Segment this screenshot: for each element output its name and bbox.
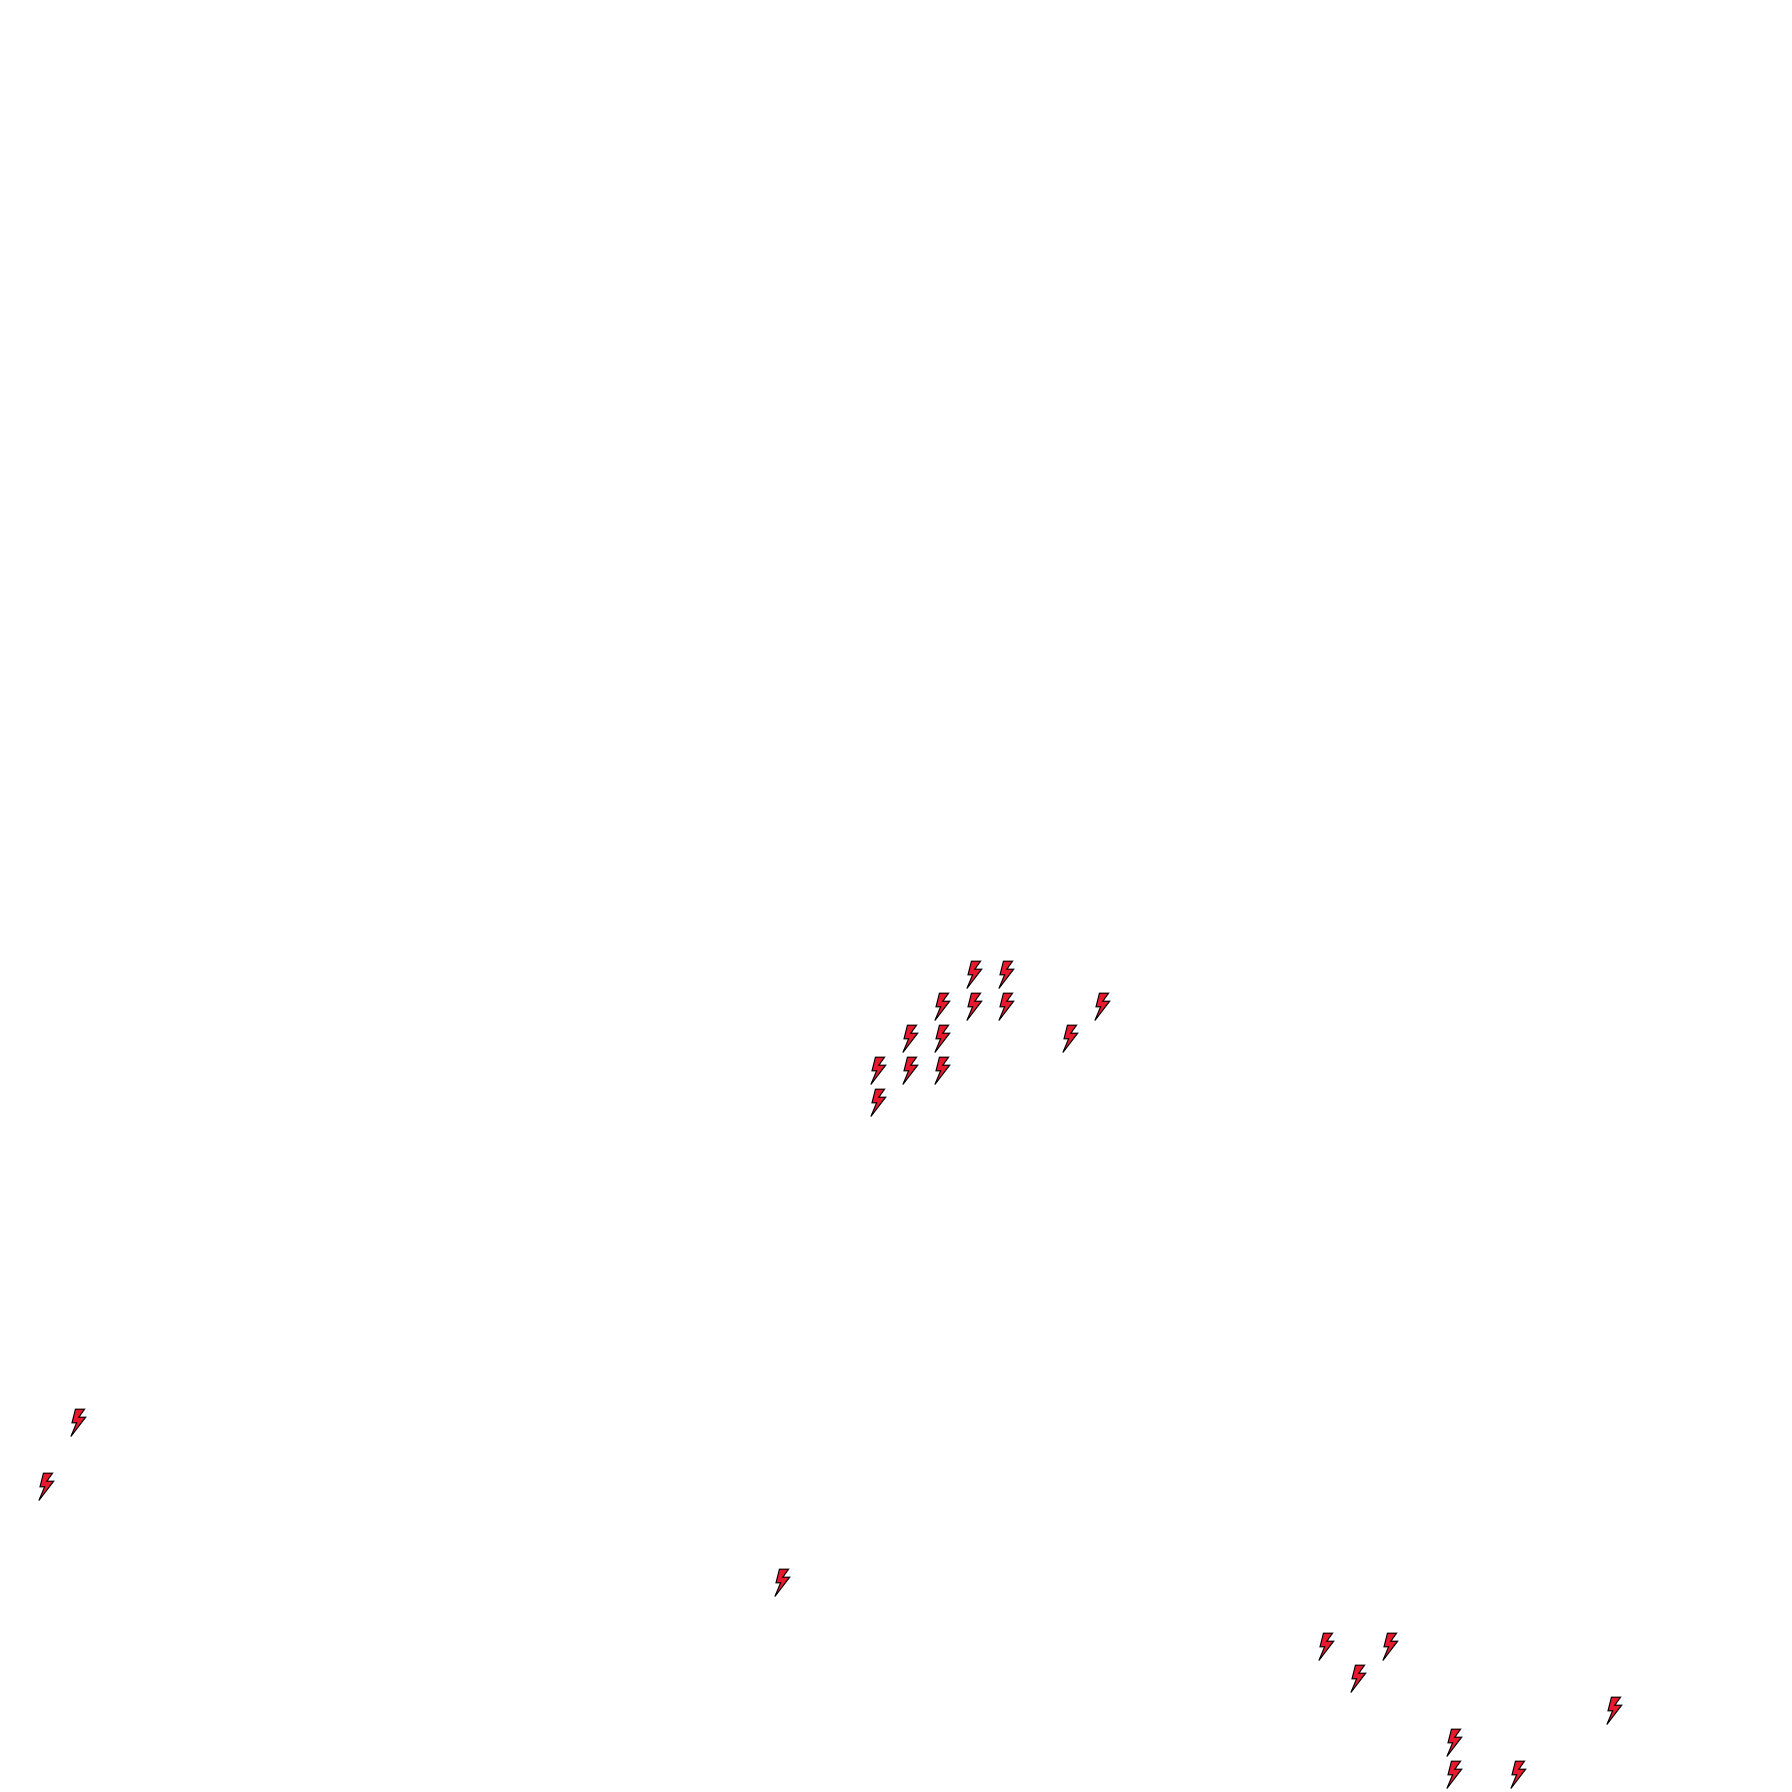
map-view	[0, 0, 1792, 1792]
page: (() => { const data = JSON.parse(documen…	[0, 0, 1792, 1792]
map-background	[0, 0, 1792, 1792]
